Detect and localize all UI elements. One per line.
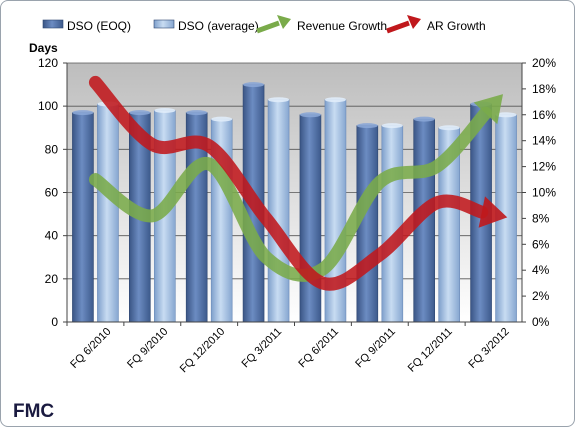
bar	[267, 99, 290, 323]
x-tick-label: FQ 6/2010	[68, 326, 113, 371]
bar-top	[324, 97, 346, 103]
y2-tick-label: 12%	[532, 160, 556, 174]
legend-swatch	[42, 19, 64, 29]
y2-tick-label: 8%	[532, 211, 550, 225]
x-tick-label: FQ 12/2010	[178, 326, 228, 376]
y2-tick-label: 2%	[532, 289, 550, 303]
legend-label: AR Growth	[427, 19, 486, 33]
bar-top	[129, 110, 151, 116]
bar	[381, 125, 404, 323]
y-tick-label: 100	[38, 99, 58, 113]
growth-arrowhead	[478, 196, 508, 228]
legend: DSO (EOQ) DSO (average) Revenue Growth AR G…	[42, 15, 486, 34]
legend-swatch-head	[277, 15, 291, 29]
x-tick-label: FQ 9/2010	[125, 326, 170, 371]
bar-top	[186, 110, 208, 116]
x-tick-label: FQ 9/2011	[353, 326, 398, 371]
x-tick-label: FQ 3/2012	[466, 326, 511, 371]
y2-tick-label: 18%	[532, 82, 556, 96]
y2-tick-label: 10%	[532, 186, 556, 200]
growth-arrowhead	[473, 94, 504, 125]
growth-lines-layer	[88, 75, 508, 291]
y2-tick-label: 0%	[532, 315, 550, 329]
y-tick-label: 40	[45, 229, 59, 243]
legend-label: DSO (average)	[178, 19, 259, 33]
bar-top	[356, 123, 378, 129]
bar-top	[72, 110, 94, 116]
legend-swatch	[153, 19, 175, 29]
bar-top	[154, 107, 176, 113]
bar-top	[381, 123, 403, 129]
bar	[72, 112, 94, 323]
y2-tick-label: 6%	[532, 237, 550, 251]
y2-tick-label: 16%	[532, 108, 556, 122]
legend-swatch	[256, 20, 280, 34]
bar-top	[495, 112, 517, 118]
bar-top	[438, 125, 460, 131]
y-tick-label: 60	[45, 186, 59, 200]
growth-line	[88, 106, 492, 282]
bar	[299, 114, 322, 323]
legend-label: DSO (EOQ)	[67, 19, 131, 33]
y-axis-label: Days	[29, 41, 58, 55]
y2-tick-label: 4%	[532, 263, 550, 277]
bar-top	[299, 112, 321, 118]
y-tick-label: 20	[45, 272, 59, 286]
bar-top	[413, 116, 435, 122]
bar-top	[268, 97, 290, 103]
bar-top	[211, 116, 233, 122]
y2-tick-label: 14%	[532, 134, 556, 148]
legend-swatch	[386, 20, 410, 34]
growth-line	[88, 75, 489, 291]
bar-top	[243, 82, 265, 88]
legend-label: Revenue Growth	[297, 19, 387, 33]
x-tick-label: FQ 3/2011	[240, 326, 285, 371]
y-tick-label: 120	[38, 56, 58, 70]
bar	[97, 103, 119, 323]
x-tick-label: FQ 6/2011	[296, 326, 341, 371]
y-tick-label: 80	[45, 142, 59, 156]
x-tick-label: FQ 12/2011	[406, 326, 455, 375]
legend-swatch-head	[407, 15, 421, 29]
y2-tick-label: 20%	[532, 56, 556, 70]
y-tick-label: 0	[51, 315, 58, 329]
company-label: FMC	[13, 401, 54, 422]
